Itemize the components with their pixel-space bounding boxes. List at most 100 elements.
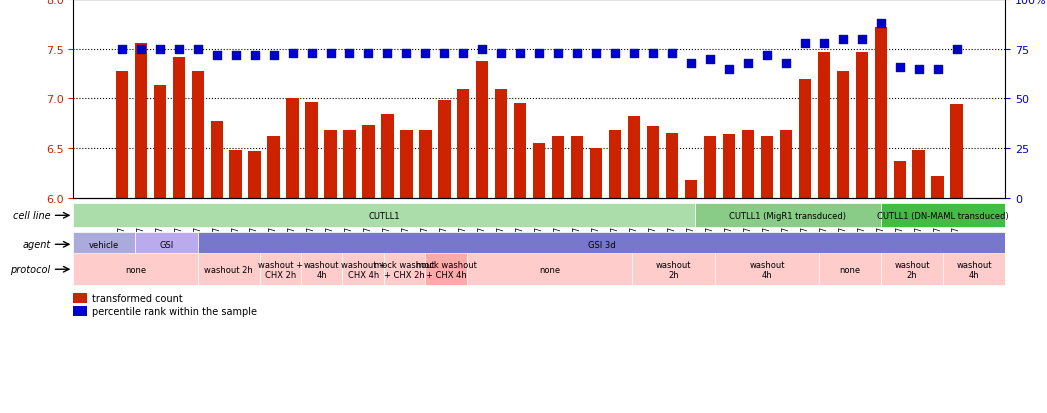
Text: none: none [125, 265, 146, 274]
Point [778, 60, 795, 67]
Text: GSI: GSI [159, 240, 174, 249]
Bar [73, 294, 87, 304]
Point [910, 66, 927, 73]
Bar [154, 86, 165, 198]
Point [190, 46, 206, 53]
Point [474, 46, 491, 53]
Point [531, 50, 548, 57]
Text: washout
4h: washout 4h [750, 260, 785, 279]
Bar [384, 254, 425, 285]
Text: CUTLL1 (DN-MAML transduced): CUTLL1 (DN-MAML transduced) [877, 211, 1009, 220]
Point [701, 56, 718, 63]
Text: washout
4h: washout 4h [304, 260, 339, 279]
Bar [495, 90, 508, 198]
Bar [533, 144, 545, 198]
Text: none: none [539, 265, 560, 274]
Bar [685, 180, 697, 198]
Text: CUTLL1 (MigR1 transduced): CUTLL1 (MigR1 transduced) [729, 211, 846, 220]
Bar [647, 127, 660, 198]
Bar [287, 99, 298, 198]
Bar [439, 101, 450, 198]
Point [341, 50, 358, 57]
Point [949, 46, 965, 53]
Bar [135, 44, 147, 198]
Text: none: none [840, 265, 861, 274]
Bar [135, 233, 198, 257]
Bar [552, 137, 564, 198]
Point [739, 60, 756, 67]
Text: washout 2h: washout 2h [204, 265, 253, 274]
Bar [362, 126, 375, 198]
Point [758, 52, 775, 59]
Bar [722, 135, 735, 198]
Text: CUTLL1: CUTLL1 [369, 211, 400, 220]
Bar [325, 131, 337, 198]
Bar [210, 122, 223, 198]
Bar [704, 137, 716, 198]
Point [493, 50, 510, 57]
Bar [514, 104, 527, 198]
Point [152, 46, 169, 53]
Bar [248, 152, 261, 198]
Bar [609, 131, 621, 198]
Point [664, 50, 681, 57]
Bar [381, 115, 394, 198]
Point [322, 50, 339, 57]
Point [683, 60, 699, 67]
Bar [874, 28, 887, 198]
Bar [115, 71, 128, 198]
Point [436, 50, 452, 57]
Bar [666, 134, 678, 198]
Bar [267, 137, 280, 198]
Point [569, 50, 585, 57]
Bar [893, 161, 906, 198]
Point [606, 50, 623, 57]
Bar [458, 90, 469, 198]
Point [208, 52, 225, 59]
Point [550, 50, 566, 57]
Bar [400, 131, 413, 198]
Text: protocol: protocol [10, 265, 50, 275]
Bar [818, 52, 830, 198]
Bar [306, 103, 317, 198]
Bar [632, 254, 715, 285]
Bar [951, 105, 963, 198]
Bar [198, 233, 1005, 257]
Text: cell line: cell line [13, 211, 50, 221]
Point [132, 46, 149, 53]
Bar [694, 204, 881, 228]
Point [417, 50, 433, 57]
Text: washout
4h: washout 4h [956, 260, 992, 279]
Bar [943, 254, 1005, 285]
Point [626, 50, 643, 57]
Text: mock washout
+ CHX 4h: mock washout + CHX 4h [416, 260, 476, 279]
Bar [73, 254, 198, 285]
Text: washout
2h: washout 2h [894, 260, 930, 279]
Point [645, 50, 662, 57]
Bar [589, 149, 602, 198]
Point [360, 50, 377, 57]
Bar [881, 254, 943, 285]
Point [265, 52, 282, 59]
Text: washout +
CHX 4h: washout + CHX 4h [340, 260, 385, 279]
Bar [260, 254, 302, 285]
Text: vehicle: vehicle [89, 240, 119, 249]
Bar [173, 57, 185, 198]
Bar [425, 254, 467, 285]
Bar [715, 254, 819, 285]
Point [304, 50, 320, 57]
Bar [881, 204, 1005, 228]
Bar [761, 137, 773, 198]
Point [587, 50, 604, 57]
Point [284, 50, 300, 57]
Text: transformed count: transformed count [92, 294, 182, 304]
Bar [198, 254, 260, 285]
Bar [73, 233, 135, 257]
Point [512, 50, 529, 57]
Bar [932, 176, 943, 198]
Point [930, 66, 946, 73]
Bar [302, 254, 342, 285]
Point [398, 50, 415, 57]
Point [171, 46, 187, 53]
Text: percentile rank within the sample: percentile rank within the sample [92, 306, 257, 316]
